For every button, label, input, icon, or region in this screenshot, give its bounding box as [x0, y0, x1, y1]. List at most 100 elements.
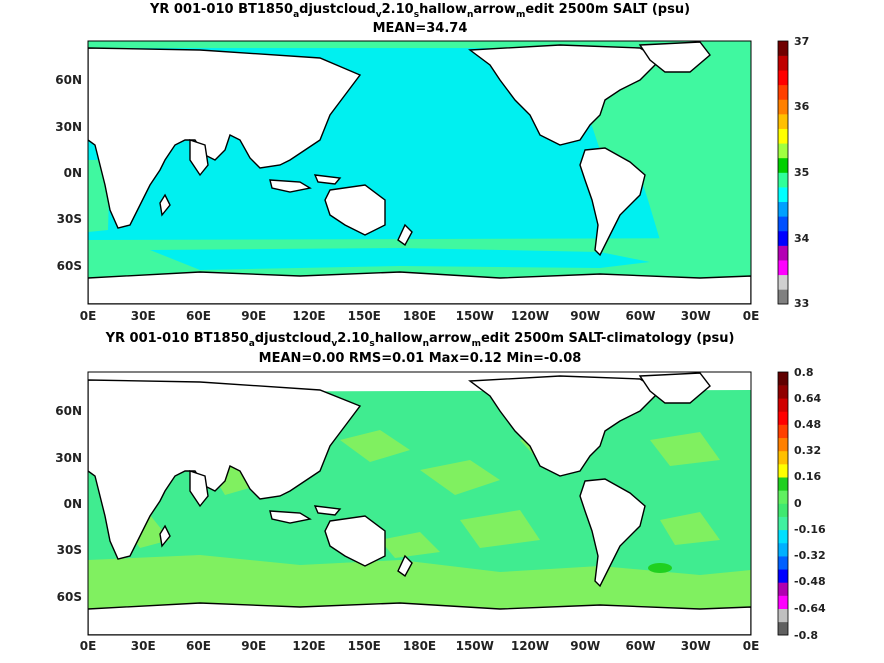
panel2-lon-tick: 0E: [80, 639, 97, 653]
panel1-colorbar-swatch: [778, 70, 788, 86]
panel1-colorbar-ticks: 37 36 35 34 33: [794, 35, 810, 310]
panel2-anomaly-patches: [88, 430, 751, 610]
panel1-colorbar-swatch: [778, 216, 788, 232]
panel2-colorbar-swatch: [778, 582, 788, 596]
panel2-colorbar-swatch: [778, 608, 788, 623]
panel2-colorbar-swatch: [778, 490, 788, 504]
panel2-colorbar-swatch: [778, 424, 788, 439]
panel1-lon-tick: 120E: [292, 309, 325, 323]
panel1-lat-tick: 0N: [64, 166, 82, 180]
panel2-lat-tick: 30S: [57, 543, 82, 557]
panel2-colorbar-tick: 0.32: [794, 444, 821, 457]
panel2-colorbar-tick: 0.16: [794, 470, 821, 483]
panel2-colorbar-swatch: [778, 621, 788, 636]
panel1-colorbar-swatch: [778, 41, 788, 56]
panel1-lat-axis: 60N 30N 0N 30S 60S: [55, 73, 82, 273]
panel2-colorbar-swatch: [778, 516, 788, 531]
panel2-colorbar-swatch: [778, 529, 788, 544]
panel1-lon-tick: 90W: [570, 309, 600, 323]
panel2-lon-tick: 60W: [626, 639, 656, 653]
panel1-colorbar-swatch: [778, 260, 788, 276]
panel1-colorbar-swatch: [778, 201, 788, 217]
panel2-colorbar-swatch: [778, 464, 788, 478]
panel2-lon-tick: 120E: [292, 639, 325, 653]
panel1-atlantic-region: [590, 41, 751, 245]
panel2-colorbar-tick: 0.48: [794, 418, 821, 431]
panel2-colorbar-swatch: [778, 542, 788, 557]
panel1-colorbar-tick: 35: [794, 166, 809, 179]
panel1-lon-tick: 30W: [681, 309, 711, 323]
panel2-frame: [87, 371, 752, 636]
panel1-colorbar-tick: 33: [794, 297, 809, 310]
panel2-colorbar-swatch: [778, 477, 788, 491]
panel2-colorbar-swatch: [778, 437, 788, 452]
panel2-lon-axis: 0E 30E 60E 90E 120E 150E 180E 150W 120W 90W 60W 30W…: [80, 639, 760, 653]
panel1-colorbar-swatch: [778, 245, 788, 261]
panel2-colorbar-tick: -0.16: [794, 523, 826, 536]
panel2-lon-tick: 90W: [570, 639, 600, 653]
panel1-lon-tick: 150E: [348, 309, 381, 323]
panel1-map: [88, 41, 751, 304]
panel1-colorbar-swatch: [778, 172, 788, 188]
panel2-lon-tick: 0E: [743, 639, 760, 653]
panel2-colorbar-swatch: [778, 385, 788, 399]
panel2-colorbar-tick: -0.8: [794, 629, 818, 642]
panel2-colorbar-tick: 0: [794, 497, 802, 510]
panel2-lon-tick: 150W: [456, 639, 494, 653]
panel1-lat-tick: 60S: [57, 259, 82, 273]
panel2-lon-tick: 120W: [511, 639, 549, 653]
panel2-colorbar-swatch: [778, 372, 788, 386]
panel1-frame: [87, 40, 752, 305]
panel2-lon-tick: 90E: [241, 639, 266, 653]
panel1-colorbar-swatch: [778, 230, 788, 246]
panel1-lon-tick: 60E: [186, 309, 211, 323]
panel1-lon-tick: 60W: [626, 309, 656, 323]
panel1-colorbar-swatch: [778, 55, 788, 71]
panel2-colorbar-swatch: [778, 595, 788, 609]
panel1-colorbar-swatch: [778, 114, 788, 129]
panel2-lon-tick: 180E: [403, 639, 436, 653]
panel2-colorbar-swatch: [778, 556, 788, 570]
panel1-lon-tick: 150W: [456, 309, 494, 323]
panel2-colorbar-tick: -0.32: [794, 549, 826, 562]
panel1-colorbar-swatch: [778, 128, 788, 144]
panel1-lon-tick: 90E: [241, 309, 266, 323]
panel1-colorbar-swatch: [778, 274, 788, 290]
panel1-lat-tick: 30N: [55, 120, 82, 134]
panel2-colorbar-swatch: [778, 398, 788, 412]
panel1-lon-tick: 180E: [403, 309, 436, 323]
panel2-lat-axis: 60N 30N 0N 30S 60S: [55, 404, 82, 604]
panel1-subtitle: MEAN=34.74: [372, 21, 468, 36]
panel2-colorbar-swatch: [778, 450, 788, 465]
panel2-colorbar-tick: -0.64: [794, 602, 826, 615]
panel1-colorbar-tick: 37: [794, 35, 809, 48]
panel2-lat-tick: 60S: [57, 590, 82, 604]
panel2-title: YR 001-010 BT1850adjustcloudv2.10shallow…: [105, 331, 735, 349]
panel2-land: [88, 372, 751, 635]
panel2-colorbar-frame: [777, 371, 789, 636]
panel2-lat-tick: 30N: [55, 451, 82, 465]
panel1-colorbar-swatch: [778, 143, 788, 159]
panel1-lon-tick: 30E: [131, 309, 156, 323]
panel1-colorbar-swatch: [778, 157, 788, 173]
panel1-lon-tick: 120W: [511, 309, 549, 323]
panel1-lat-tick: 30S: [57, 212, 82, 226]
panel1-lat-tick: 60N: [55, 73, 82, 87]
panel2-lat-tick: 0N: [64, 497, 82, 511]
panel1-land: [88, 41, 751, 304]
panel2-colorbar-tick: 0.64: [794, 392, 821, 405]
panel2-lat-tick: 60N: [55, 404, 82, 418]
panel1-colorbar-tick: 34: [794, 232, 810, 245]
panel2-bright-anomaly: [648, 563, 672, 573]
panel1-colorbar-swatch: [778, 84, 788, 100]
panel2-lon-tick: 30W: [681, 639, 711, 653]
panel2-lon-tick: 150E: [348, 639, 381, 653]
panel2-map: [88, 372, 751, 635]
panel1-colorbar-swatch: [778, 289, 788, 305]
panel2-subtitle: MEAN=0.00 RMS=0.01 Max=0.12 Min=-0.08: [258, 351, 582, 366]
panel1-colorbar-swatch: [778, 187, 788, 203]
panel2-lon-tick: 60E: [186, 639, 211, 653]
panel2-colorbar-tick: 0.8: [794, 366, 814, 379]
panel2-colorbar-swatch: [778, 411, 788, 425]
